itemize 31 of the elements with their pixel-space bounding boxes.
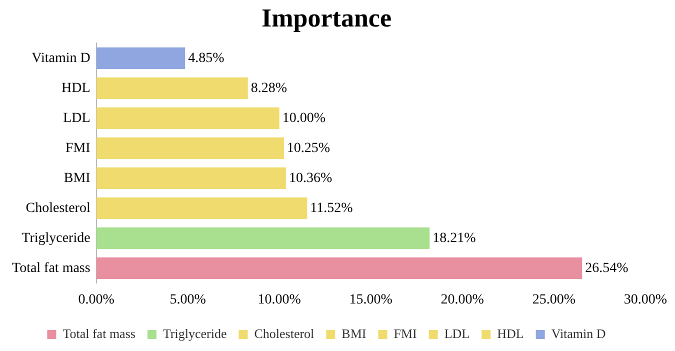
legend-label: BMI	[342, 326, 366, 341]
x-tick-label: 15.00%	[349, 292, 393, 308]
data-label: 10.25%	[286, 140, 330, 156]
data-label: 18.21%	[432, 230, 476, 246]
legend-label: Cholesterol	[254, 326, 315, 341]
y-tick-label: Vitamin D	[32, 50, 90, 66]
legend-label: Vitamin D	[551, 326, 606, 341]
x-tick-label: 10.00%	[258, 292, 302, 308]
y-tick-label: Triglyceride	[22, 230, 90, 246]
data-label: 4.85%	[188, 50, 225, 66]
legend-label: HDL	[497, 326, 524, 341]
y-tick-label: Cholesterol	[26, 200, 90, 216]
x-tick-label: 30.00%	[624, 292, 668, 308]
data-label: 8.28%	[250, 80, 288, 96]
data-label: 10.36%	[288, 170, 332, 186]
legend-label: FMI	[394, 326, 417, 341]
legend-label: LDL	[444, 326, 470, 341]
x-tick-label: 20.00%	[440, 292, 484, 308]
y-tick-label: FMI	[65, 140, 91, 156]
legend-label: Triglyceride	[162, 326, 227, 341]
y-tick-label: Total fat mass	[12, 260, 90, 276]
y-tick-label: BMI	[64, 170, 91, 186]
data-label: 10.00%	[282, 110, 326, 126]
x-tick-label: 0.00%	[78, 292, 115, 308]
y-tick-label: HDL	[62, 80, 90, 96]
chart-title: Importance	[262, 3, 392, 32]
data-label: 26.54%	[585, 260, 629, 276]
x-tick-label: 5.00%	[170, 292, 206, 308]
x-tick-label: 25.00%	[532, 292, 576, 308]
data-label: 11.52%	[310, 200, 354, 216]
y-tick-label: LDL	[63, 110, 90, 126]
